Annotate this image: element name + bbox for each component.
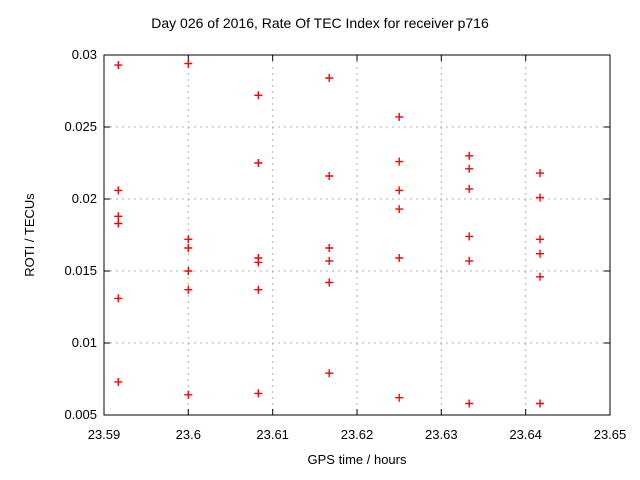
data-point-marker [254, 91, 263, 100]
data-point-marker [465, 184, 474, 193]
x-tick-label: 23.65 [593, 427, 627, 442]
data-point-marker [395, 393, 404, 402]
data-point-marker [254, 258, 263, 267]
data-point-marker [465, 232, 474, 241]
data-point-marker [395, 157, 404, 166]
x-tick-label: 23.61 [256, 427, 289, 442]
data-point-marker [465, 151, 474, 160]
data-point-marker [184, 267, 193, 275]
data-point-marker [536, 235, 544, 244]
data-point-marker [325, 256, 334, 265]
y-tick-label: 0.025 [64, 119, 97, 134]
data-point-marker [536, 193, 544, 202]
data-point-marker [114, 219, 123, 228]
x-tick-label: 23.6 [175, 427, 201, 442]
y-axis-label: ROTI / TECUs [22, 193, 37, 277]
data-point-marker [184, 285, 193, 294]
y-tick-label: 0.005 [64, 407, 97, 422]
x-tick-label: 23.59 [87, 427, 121, 442]
data-point-marker [325, 172, 334, 180]
data-point-marker [465, 399, 474, 408]
data-point-marker [254, 285, 263, 294]
y-tick-label: 0.02 [71, 191, 97, 206]
data-point-marker [395, 186, 404, 195]
data-point-marker [536, 272, 544, 281]
x-tick-label: 23.63 [425, 427, 458, 442]
data-point-marker [184, 244, 193, 252]
data-point-marker [254, 159, 263, 167]
data-point-marker [114, 186, 123, 195]
data-point-marker [325, 244, 334, 252]
x-tick-label: 23.62 [340, 427, 374, 442]
data-point-marker [184, 390, 193, 399]
data-point-marker [184, 59, 193, 68]
data-point-marker [325, 369, 334, 378]
chart-title: Day 026 of 2016, Rate Of TEC Index for r… [151, 15, 489, 31]
data-point-marker [536, 399, 544, 408]
data-point-marker [114, 294, 123, 303]
x-tick-label: 23.64 [509, 427, 542, 442]
data-point-marker [395, 112, 404, 121]
data-point-marker [465, 164, 474, 173]
data-point-marker [536, 169, 544, 178]
x-axis-label: GPS time / hours [307, 452, 407, 467]
data-point-marker [114, 61, 123, 70]
data-point-marker [114, 212, 123, 221]
y-tick-label: 0.03 [71, 47, 97, 62]
y-tick-label: 0.015 [64, 263, 97, 278]
data-point-marker [465, 256, 474, 265]
data-point-marker [254, 389, 263, 398]
data-point-marker [184, 235, 193, 244]
data-point-marker [325, 74, 334, 82]
data-point-marker [325, 278, 334, 287]
data-point-marker [536, 249, 544, 258]
y-tick-label: 0.01 [71, 335, 97, 350]
plot-border [103, 54, 611, 416]
data-point-marker [395, 254, 404, 262]
data-point-marker [114, 377, 123, 386]
data-point-marker [395, 205, 404, 214]
